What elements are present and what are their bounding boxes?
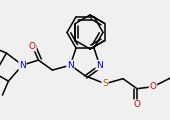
- Text: O: O: [29, 42, 36, 51]
- Text: N: N: [67, 61, 74, 70]
- Text: O: O: [133, 100, 140, 109]
- Text: O: O: [149, 82, 157, 91]
- Text: N: N: [19, 61, 26, 70]
- Text: S: S: [102, 79, 108, 88]
- Text: N: N: [96, 61, 103, 70]
